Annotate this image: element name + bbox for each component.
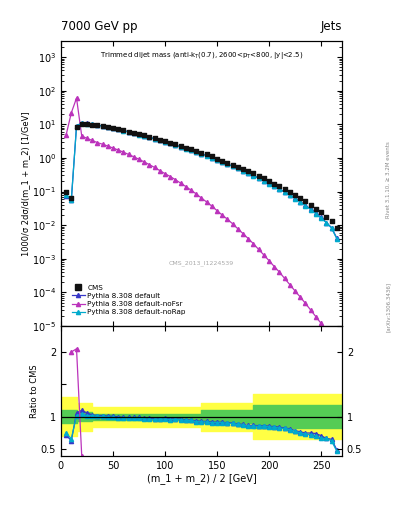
- Point: [329, 217, 335, 225]
- Legend: CMS, Pythia 8.308 default, Pythia 8.308 default-noFsr, Pythia 8.308 default-noRa: CMS, Pythia 8.308 default, Pythia 8.308 …: [70, 283, 187, 317]
- Point: [230, 161, 236, 169]
- Point: [271, 179, 277, 187]
- Text: Trimmed dijet mass (anti-k$_\mathsf{T}$(0.7), 2600<p$_\mathsf{T}$<800, |y|<2.5): Trimmed dijet mass (anti-k$_\mathsf{T}$(…: [100, 50, 303, 60]
- Text: CMS_2013_I1224539: CMS_2013_I1224539: [169, 261, 234, 266]
- Y-axis label: Ratio to CMS: Ratio to CMS: [30, 364, 39, 418]
- Point: [115, 125, 121, 133]
- Point: [188, 145, 194, 154]
- Point: [99, 122, 106, 131]
- Point: [302, 197, 309, 205]
- Point: [94, 121, 101, 130]
- Point: [178, 142, 184, 151]
- X-axis label: (m_1 + m_2) / 2 [GeV]: (m_1 + m_2) / 2 [GeV]: [147, 473, 256, 484]
- Point: [281, 185, 288, 194]
- Point: [84, 120, 90, 128]
- Point: [136, 130, 142, 138]
- Point: [167, 139, 173, 147]
- Point: [146, 133, 152, 141]
- Point: [266, 177, 272, 185]
- Point: [224, 159, 231, 167]
- Point: [276, 182, 283, 190]
- Point: [334, 223, 340, 231]
- Point: [255, 172, 262, 180]
- Point: [204, 151, 210, 159]
- Point: [323, 212, 329, 221]
- Point: [63, 187, 69, 196]
- Point: [318, 208, 324, 217]
- Point: [297, 194, 303, 202]
- Point: [172, 140, 178, 148]
- Point: [287, 188, 293, 196]
- Point: [120, 126, 127, 135]
- Point: [151, 134, 158, 142]
- Point: [162, 137, 168, 145]
- Point: [157, 136, 163, 144]
- Point: [110, 124, 116, 132]
- Point: [183, 144, 189, 152]
- Point: [235, 162, 241, 170]
- Point: [292, 190, 298, 199]
- Point: [198, 148, 205, 157]
- Point: [79, 119, 85, 127]
- Text: 7000 GeV pp: 7000 GeV pp: [61, 20, 138, 33]
- Point: [308, 201, 314, 209]
- Point: [68, 194, 74, 202]
- Point: [105, 123, 111, 131]
- Y-axis label: 1000/σ 2dσ/d(m_1 + m_2) [1/GeV]: 1000/σ 2dσ/d(m_1 + m_2) [1/GeV]: [22, 111, 31, 256]
- Point: [141, 132, 147, 140]
- Point: [125, 127, 132, 136]
- Text: Rivet 3.1.10, ≥ 3.2M events: Rivet 3.1.10, ≥ 3.2M events: [386, 141, 391, 218]
- Point: [250, 169, 257, 178]
- Point: [89, 121, 95, 129]
- Text: [arXiv:1306.3436]: [arXiv:1306.3436]: [386, 282, 391, 332]
- Point: [130, 129, 137, 137]
- Point: [193, 147, 199, 155]
- Text: Jets: Jets: [320, 20, 342, 33]
- Point: [219, 157, 225, 165]
- Point: [209, 152, 215, 160]
- Point: [214, 155, 220, 163]
- Point: [73, 122, 80, 131]
- Point: [261, 175, 267, 183]
- Point: [240, 165, 246, 173]
- Point: [313, 205, 319, 213]
- Point: [245, 167, 252, 175]
